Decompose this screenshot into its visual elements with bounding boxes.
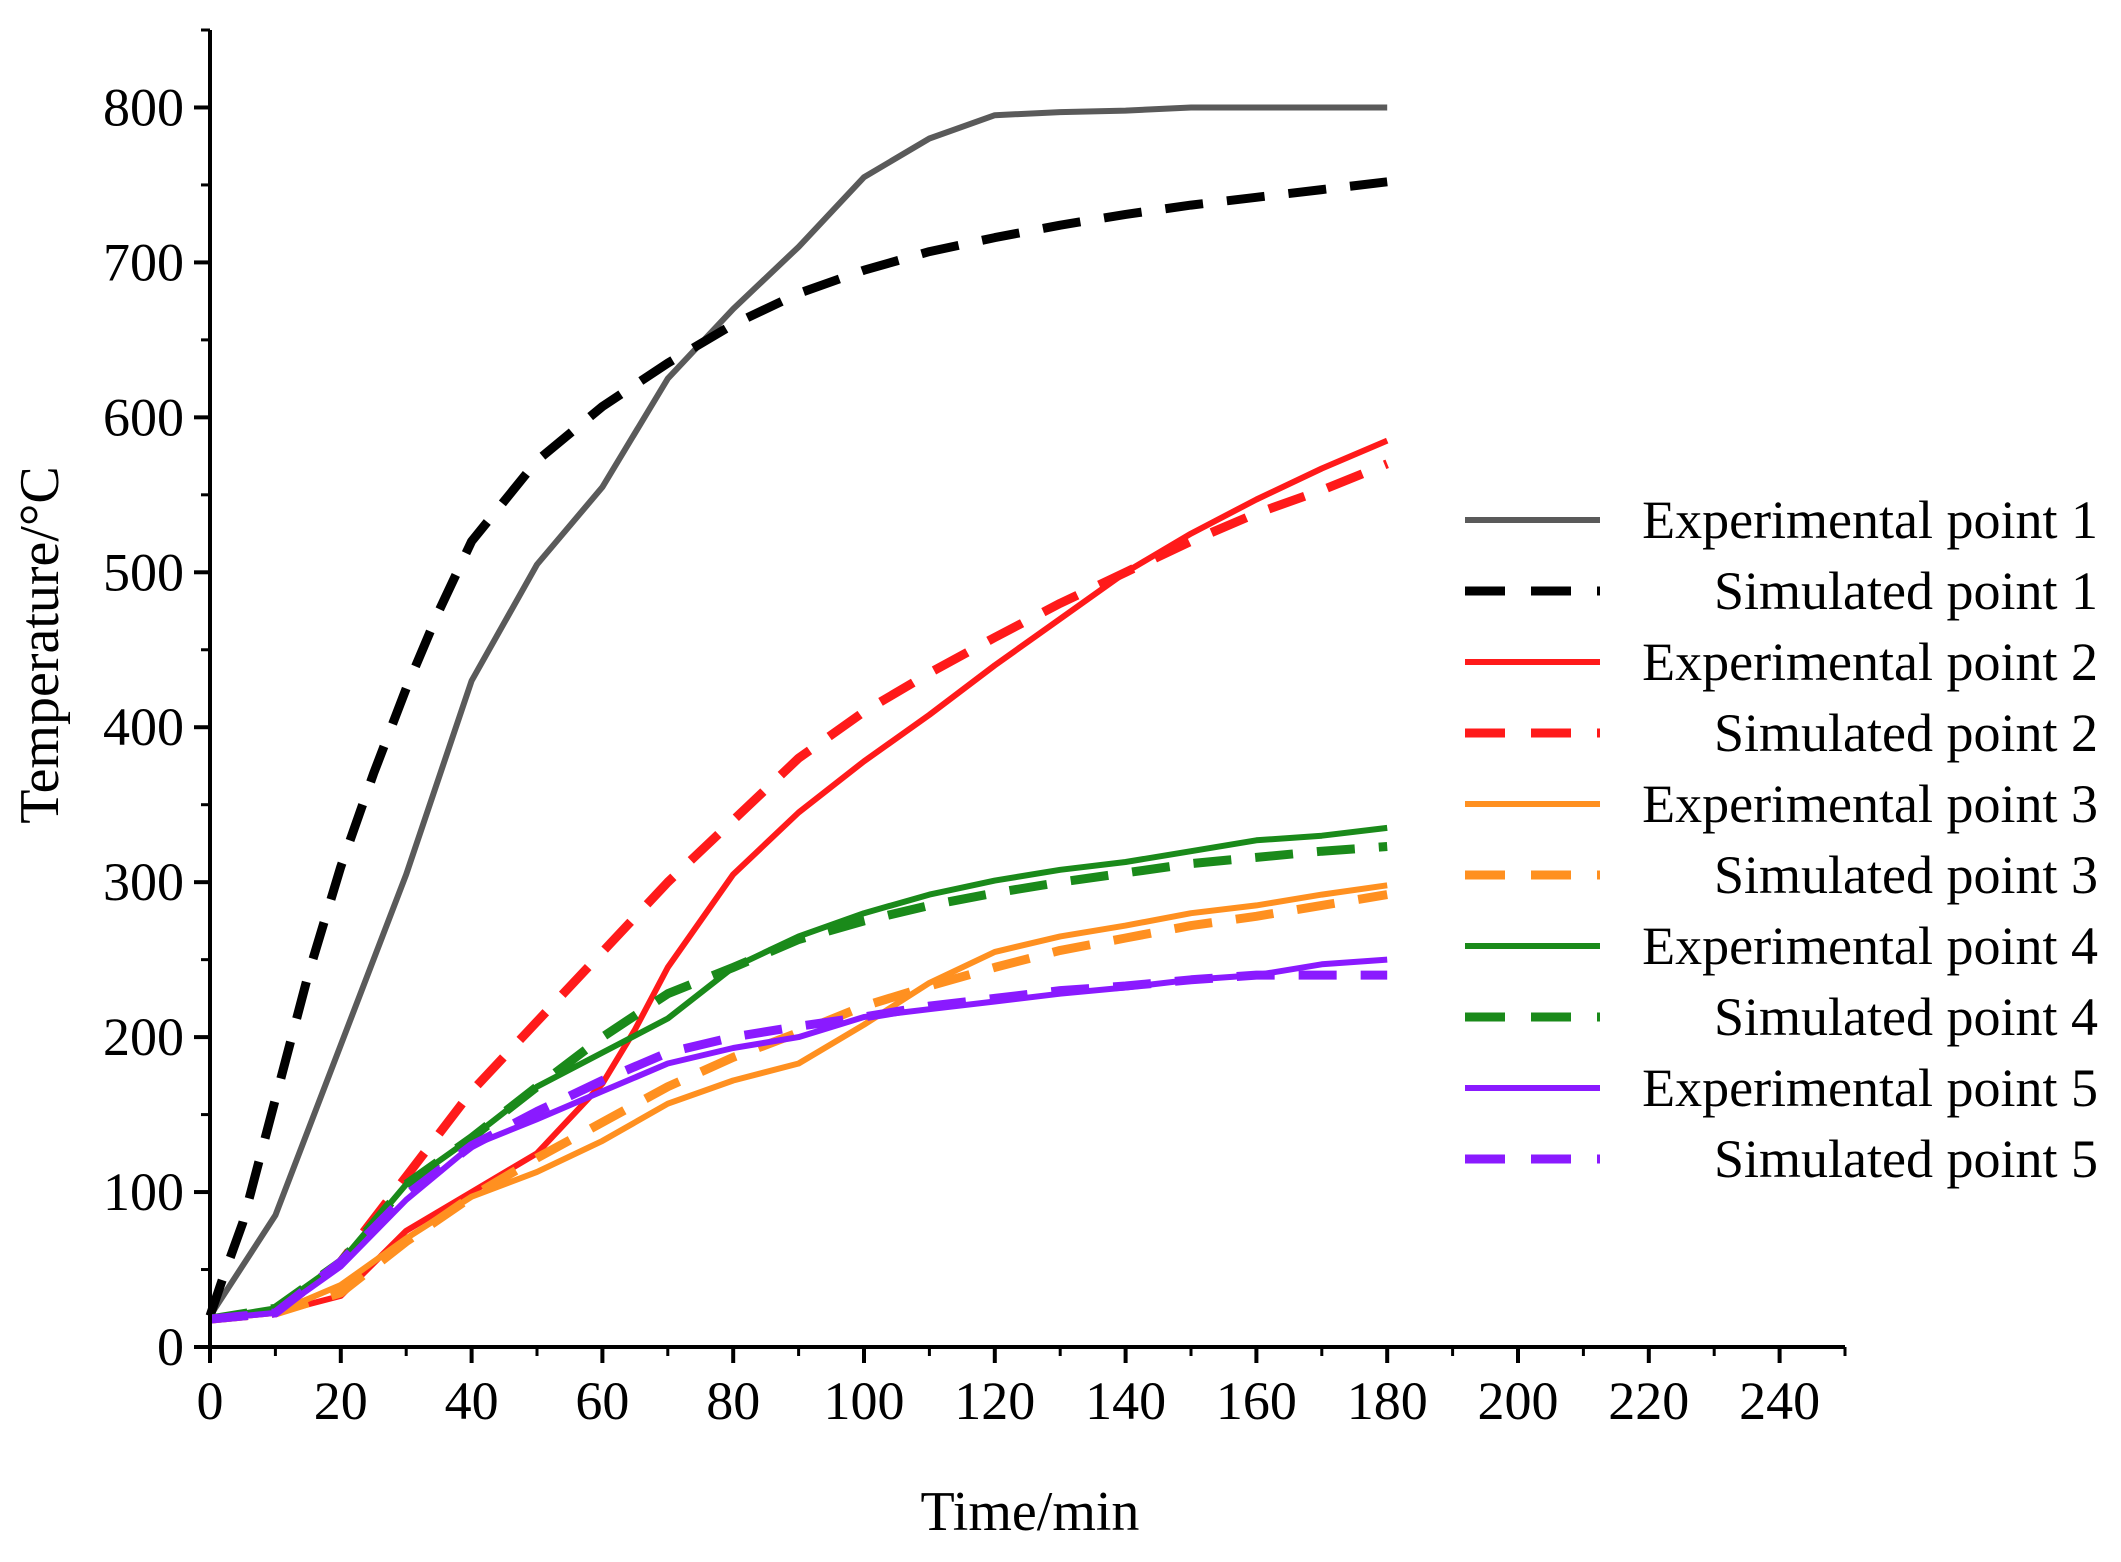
legend-label-8: Simulated point 4 xyxy=(1714,987,2098,1047)
plot-lines xyxy=(205,104,1389,1324)
x-tick-label: 140 xyxy=(1085,1371,1166,1431)
x-tick-label: 0 xyxy=(197,1371,224,1431)
series-line-4 xyxy=(209,459,1389,1324)
y-tick-label: 500 xyxy=(103,542,184,602)
x-tick-label: 200 xyxy=(1478,1371,1559,1431)
legend-label-5: Experimental point 3 xyxy=(1642,774,2098,834)
x-axis-ticks: 0 20 40 60 80 100 120 140 160 180 200 220 240 xyxy=(197,1347,1847,1431)
series-line-8 xyxy=(209,842,1388,1324)
x-tick-label: 180 xyxy=(1347,1371,1428,1431)
y-tick-label: 800 xyxy=(103,77,184,137)
legend-label-9: Experimental point 5 xyxy=(1642,1058,2098,1118)
series-line-7 xyxy=(209,824,1388,1323)
y-tick-label: 300 xyxy=(103,852,184,912)
legend: Experimental point 1 Simulated point 1 Exp… xyxy=(1465,490,2098,1189)
legend-label-10: Simulated point 5 xyxy=(1714,1129,2098,1189)
legend-label-4: Simulated point 2 xyxy=(1714,703,2098,763)
x-tick-label: 100 xyxy=(824,1371,905,1431)
series-line-2 xyxy=(205,177,1388,1318)
x-tick-label: 220 xyxy=(1608,1371,1689,1431)
y-tick-label: 200 xyxy=(103,1007,184,1067)
y-tick-label: 100 xyxy=(103,1162,184,1222)
y-tick-label: 0 xyxy=(157,1317,184,1377)
legend-label-1: Experimental point 1 xyxy=(1642,490,2098,550)
axes xyxy=(208,30,1845,1349)
legend-label-6: Simulated point 3 xyxy=(1714,845,2098,905)
x-tick-label: 60 xyxy=(575,1371,629,1431)
legend-label-2: Simulated point 1 xyxy=(1714,561,2098,621)
series-line-10 xyxy=(209,970,1388,1324)
x-tick-label: 120 xyxy=(954,1371,1035,1431)
series-line-1 xyxy=(207,104,1388,1318)
y-tick-label: 600 xyxy=(103,387,184,447)
x-tick-label: 240 xyxy=(1739,1371,1820,1431)
x-tick-label: 40 xyxy=(445,1371,499,1431)
series-line-6 xyxy=(209,890,1388,1324)
legend-label-7: Experimental point 4 xyxy=(1642,916,2098,976)
legend-label-3: Experimental point 2 xyxy=(1642,632,2098,692)
series-line-9 xyxy=(209,956,1388,1323)
y-axis-title: Temperature/°C xyxy=(9,466,71,823)
series-line-3 xyxy=(209,437,1389,1323)
x-tick-label: 160 xyxy=(1216,1371,1297,1431)
y-tick-label: 400 xyxy=(103,697,184,757)
x-tick-label: 80 xyxy=(706,1371,760,1431)
x-axis-title: Time/min xyxy=(921,1481,1140,1543)
y-axis-ticks: 0 100 200 300 400 500 600 700 800 xyxy=(103,28,210,1377)
x-tick-label: 20 xyxy=(314,1371,368,1431)
y-tick-label: 700 xyxy=(103,232,184,292)
